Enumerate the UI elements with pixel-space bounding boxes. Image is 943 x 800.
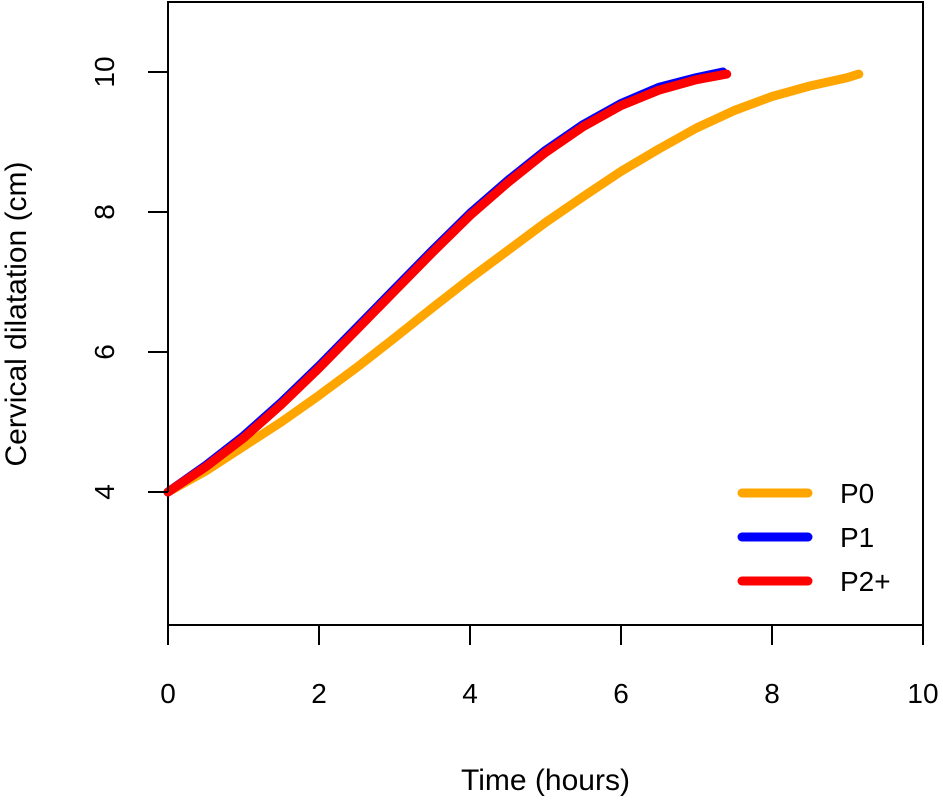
y-tick-label: 8: [89, 204, 120, 220]
x-tick-label: 8: [764, 678, 780, 709]
x-axis: 0 2 4 6 8 10: [160, 624, 939, 709]
x-tick-label: 4: [462, 678, 478, 709]
y-tick-label: 4: [89, 484, 120, 500]
plot-frame: [167, 1, 924, 626]
legend-label: P2+: [840, 566, 891, 597]
x-axis-title: Time (hours): [461, 764, 630, 797]
x-tick-label: 6: [613, 678, 629, 709]
y-axis-title: Cervical dilatation (cm): [0, 161, 33, 466]
legend: P0 P1 P2+: [737, 478, 891, 597]
x-tick-label: 0: [160, 678, 176, 709]
series-line-p0: [163, 69, 864, 497]
legend-label: P0: [840, 478, 874, 509]
series-line-p2-: [163, 69, 732, 497]
y-tick-label: 6: [89, 344, 120, 360]
x-tick-label: 10: [907, 678, 938, 709]
x-tick-label: 2: [311, 678, 327, 709]
series-layer: [163, 67, 864, 497]
y-tick-label: 10: [89, 56, 120, 87]
y-axis: 4 6 8 10: [89, 56, 169, 500]
legend-label: P1: [840, 522, 874, 553]
